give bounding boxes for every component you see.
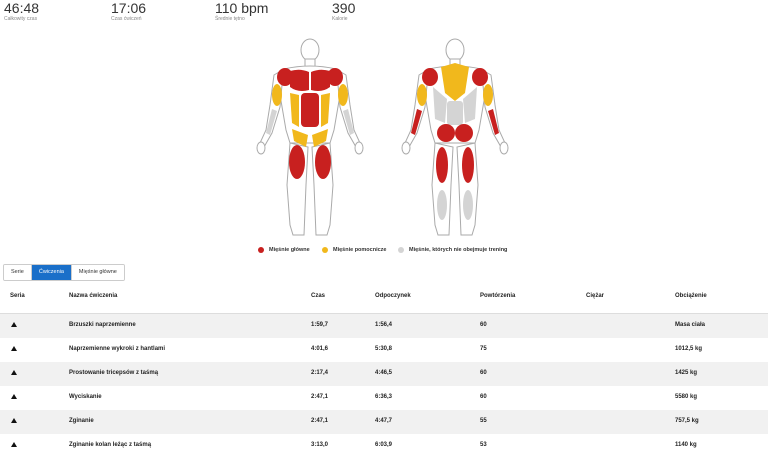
cell-czas: 2:47,1 (311, 418, 329, 424)
table-row[interactable]: Brzuszki naprzemienne 1:59,7 1:56,4 60 M… (0, 314, 768, 338)
expand-triangle-icon[interactable] (11, 370, 17, 375)
back-body-figure (401, 38, 509, 236)
stat-label: Średnie tętno (215, 16, 245, 22)
cell-name: Brzuszki naprzemienne (69, 322, 136, 328)
stat-label: Czas ćwiczeń (111, 16, 142, 22)
stat-value: 110 bpm (215, 0, 269, 16)
expand-triangle-icon[interactable] (11, 346, 17, 351)
cell-czas: 1:59,7 (311, 322, 329, 328)
col-header-seria[interactable]: Seria (10, 293, 25, 299)
col-header-odpoczynek[interactable]: Odpoczynek (375, 293, 411, 299)
cell-powtorzenia: 60 (480, 322, 487, 328)
expand-triangle-icon[interactable] (11, 418, 17, 423)
stat-calories: 390 Kalorie (332, 1, 355, 23)
legend-inactive: Mięśnie, których nie obejmuje trening (398, 244, 507, 256)
muscle-map-svg (256, 38, 509, 236)
stat-value: 46:48 (4, 0, 40, 16)
table-row[interactable]: Naprzemienne wykroki z hantlami 4:01,6 5… (0, 338, 768, 362)
table-row[interactable]: Prostowanie tricepsów z taśmą 2:17,4 4:4… (0, 362, 768, 386)
cell-odpoczynek: 1:56,4 (375, 322, 393, 328)
front-body-figure (256, 38, 364, 236)
tab-serie[interactable]: Serie (4, 265, 32, 280)
view-tabs: Serie Ćwiczenia Mięśnie główne (3, 264, 125, 281)
expand-triangle-icon[interactable] (11, 442, 17, 447)
cell-name: Wyciskanie (69, 394, 102, 400)
legend-label: Mięśnie główne (269, 247, 310, 253)
table-row[interactable]: Zginanie kolan leżąc z taśmą 3:13,0 6:03… (0, 434, 768, 456)
cell-obciazenie: 5580 kg (675, 394, 698, 400)
cell-powtorzenia: 75 (480, 346, 487, 352)
expand-triangle-icon[interactable] (11, 322, 17, 327)
cell-powtorzenia: 55 (480, 418, 487, 424)
legend-label: Mięśnie pomocnicze (333, 247, 387, 253)
cell-czas: 2:17,4 (311, 370, 329, 376)
stat-label: Kalorie (332, 16, 348, 22)
cell-obciazenie: 1425 kg (675, 370, 698, 376)
cell-name: Naprzemienne wykroki z hantlami (69, 346, 166, 352)
cell-obciazenie: 1140 kg (675, 442, 697, 448)
cell-obciazenie: 757,5 kg (675, 418, 699, 424)
legend-label: Mięśnie, których nie obejmuje trening (409, 247, 508, 253)
cell-name: Zginanie kolan leżąc z taśmą (69, 442, 152, 448)
stat-total-time: 46:48 Całkowity czas (4, 1, 39, 23)
tab-cwiczenia[interactable]: Ćwiczenia (31, 265, 72, 280)
muscle-map (0, 30, 768, 250)
table-row[interactable]: Zginanie 2:47,1 4:47,7 55 757,5 kg (0, 410, 768, 434)
stat-label: Całkowity czas (4, 16, 38, 22)
cell-obciazenie: 1012,5 kg (675, 346, 703, 352)
legend-dot-inactive (398, 247, 404, 253)
cell-powtorzenia: 53 (480, 442, 487, 448)
legend-dot-secondary (322, 247, 328, 253)
stat-avg-heart-rate: 110 bpm Średnie tętno (215, 1, 268, 23)
col-header-czas[interactable]: Czas (311, 293, 326, 299)
cell-odpoczynek: 5:30,8 (375, 346, 393, 352)
cell-odpoczynek: 4:47,7 (375, 418, 393, 424)
legend-secondary: Mięśnie pomocnicze (322, 244, 387, 256)
cell-czas: 3:13,0 (311, 442, 329, 448)
cell-odpoczynek: 4:46,5 (375, 370, 393, 376)
table-row[interactable]: Wyciskanie 2:47,1 6:36,3 60 5580 kg (0, 386, 768, 410)
cell-powtorzenia: 60 (480, 394, 487, 400)
legend-dot-primary (258, 247, 264, 253)
col-header-powtorzenia[interactable]: Powtórzenia (480, 293, 516, 299)
stat-value: 17:06 (111, 0, 147, 16)
cell-odpoczynek: 6:03,9 (375, 442, 393, 448)
cell-name: Prostowanie tricepsów z taśmą (69, 370, 159, 376)
cell-powtorzenia: 60 (480, 370, 487, 376)
expand-triangle-icon[interactable] (11, 394, 17, 399)
cell-czas: 4:01,6 (311, 346, 329, 352)
table-header: Seria Nazwa ćwiczenia Czas Odpoczynek Po… (0, 284, 768, 314)
col-header-obciazenie[interactable]: Obciążenie (675, 293, 707, 299)
workout-stats: 46:48 Całkowity czas 17:06 Czas ćwiczeń … (0, 0, 768, 30)
stat-value: 390 (332, 0, 356, 16)
cell-obciazenie: Masa ciała (675, 322, 706, 328)
cell-name: Zginanie (69, 418, 94, 424)
tab-miesnie-glowne[interactable]: Mięśnie główne (71, 265, 124, 280)
legend-primary: Mięśnie główne (258, 244, 310, 256)
stat-exercise-time: 17:06 Czas ćwiczeń (111, 1, 146, 23)
muscle-legend: Mięśnie główne Mięśnie pomocnicze Mięśni… (0, 244, 768, 256)
exercise-table: Seria Nazwa ćwiczenia Czas Odpoczynek Po… (0, 284, 768, 456)
cell-czas: 2:47,1 (311, 394, 329, 400)
cell-odpoczynek: 6:36,3 (375, 394, 393, 400)
col-header-name[interactable]: Nazwa ćwiczenia (69, 293, 118, 299)
col-header-ciezar[interactable]: Ciężar (586, 293, 605, 299)
